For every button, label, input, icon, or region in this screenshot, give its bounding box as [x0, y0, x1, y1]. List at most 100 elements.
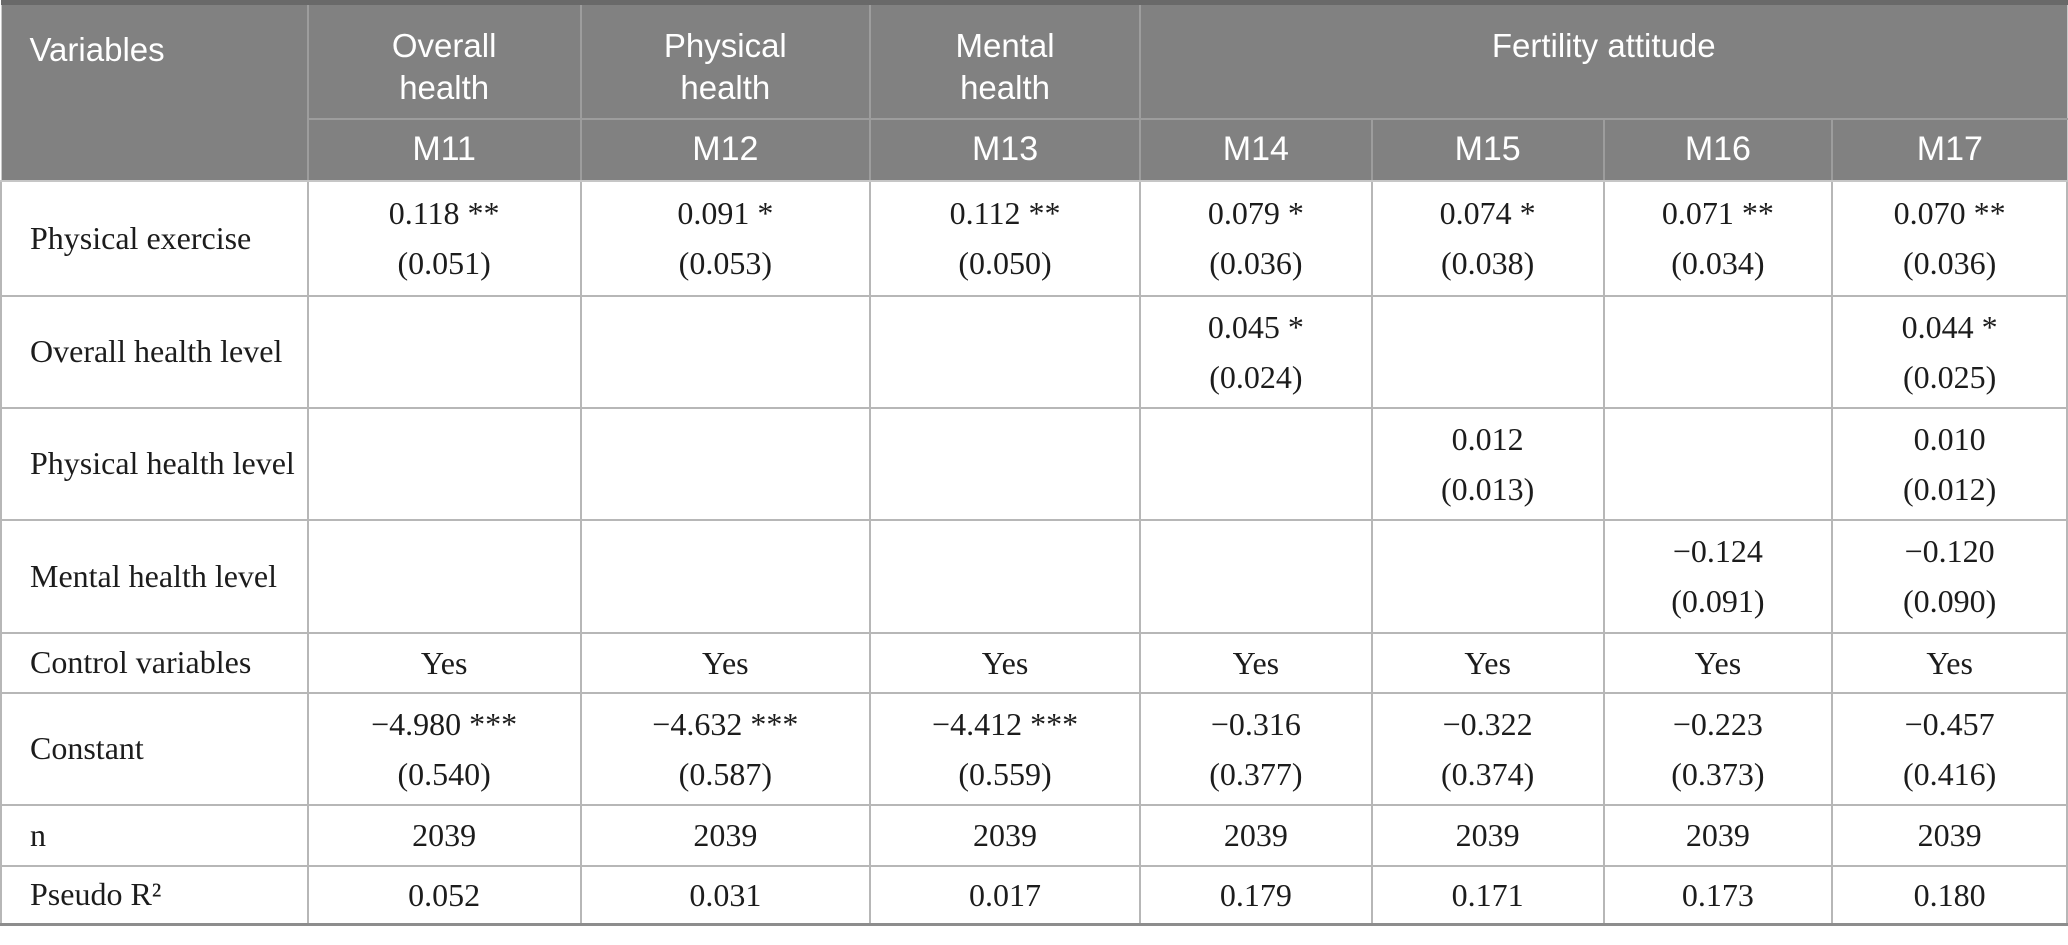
estimate-value: 0.179 [1219, 876, 1292, 913]
estimate-cell: 0.071 ** (0.034) [1602, 179, 1834, 297]
header-model-row: M11 M12 M13 M14 M15 M16 M17 [1, 117, 2067, 182]
standard-error: (0.025) [1902, 358, 1997, 395]
header-variables: Variables [1, 1, 309, 182]
estimate-value: 2039 [973, 817, 1038, 853]
estimate-cell [579, 406, 872, 521]
estimate-value: −0.316 [1210, 705, 1301, 742]
estimate-value: 2039 [1223, 817, 1288, 853]
header-physical-health: Physical health [579, 1, 872, 120]
standard-error: (0.053) [678, 245, 772, 281]
estimate-value: −0.120 [1904, 533, 1995, 569]
standard-error: (0.013) [1440, 470, 1535, 507]
estimate-value: Yes [1232, 644, 1280, 681]
header-model-m17: M17 [1831, 117, 2067, 182]
estimate-value: 0.012 [1451, 420, 1524, 457]
estimate-cell: Yes [1370, 631, 1605, 694]
estimate-value: 0.045 * [1207, 308, 1304, 345]
estimate-cell: −0.322 (0.374) [1370, 691, 1605, 806]
row-label-pseudo-r2: Pseudo R² [0, 864, 309, 926]
estimate-value: −4.632 *** [652, 705, 799, 742]
estimate-value: −0.457 [1904, 705, 1995, 742]
estimate-cell: Yes [306, 631, 582, 694]
estimate-cell: Yes [1831, 631, 2068, 694]
estimate-cell: 0.171 [1370, 864, 1605, 926]
estimate-cell: Yes [579, 631, 872, 694]
estimate-cell: −4.412 *** (0.559) [869, 691, 1141, 806]
estimate-value: 0.079 * [1207, 195, 1304, 231]
estimate-cell: 0.074 * (0.038) [1370, 179, 1605, 297]
row-label-n: n [0, 803, 309, 867]
estimate-cell: 0.173 [1602, 864, 1834, 926]
estimate-cell [1370, 518, 1605, 634]
table-row-control-variables: Control variables Yes Yes Yes Yes Yes Ye… [0, 631, 2068, 694]
standard-error: (0.036) [1902, 245, 1997, 281]
standard-error: (0.373) [1671, 755, 1765, 792]
estimate-value: 2039 [693, 817, 758, 853]
row-label-control-variables: Control variables [0, 631, 309, 694]
standard-error: (0.374) [1440, 755, 1535, 792]
estimate-cell: 0.091 * (0.053) [579, 179, 872, 297]
standard-error: (0.050) [958, 245, 1052, 281]
estimate-value: Yes [1464, 644, 1511, 681]
estimate-cell: 0.112 ** (0.050) [869, 179, 1141, 297]
header-model-m16: M16 [1602, 117, 1834, 182]
estimate-value: 0.071 ** [1661, 195, 1774, 231]
standard-error: (0.091) [1671, 583, 1765, 619]
estimate-cell: 0.052 [306, 864, 582, 926]
standard-error: (0.587) [678, 755, 772, 792]
estimate-value: 0.070 ** [1893, 195, 2006, 231]
estimate-value: 0.017 [969, 876, 1042, 913]
estimate-value: −4.412 *** [932, 705, 1079, 742]
estimate-cell: 0.031 [579, 864, 872, 926]
estimate-cell: 0.180 [1831, 864, 2068, 926]
estimate-value: 2039 [1917, 817, 1982, 853]
estimate-value: 2039 [412, 817, 477, 853]
estimate-cell [869, 294, 1141, 409]
estimate-value: −0.223 [1672, 705, 1763, 742]
row-label-physical-exercise: Physical exercise [0, 179, 309, 297]
estimate-cell: 2039 [1831, 803, 2068, 867]
estimate-cell: −0.120 (0.090) [1831, 518, 2068, 634]
estimate-value: Yes [420, 644, 468, 681]
estimate-cell: Yes [1138, 631, 1373, 694]
table-row-n: n 2039 2039 2039 2039 2039 2039 2039 [0, 803, 2068, 867]
header-mental-health: Mental health [869, 1, 1141, 120]
estimate-value: 0.118 ** [388, 195, 500, 231]
standard-error: (0.012) [1902, 470, 1997, 507]
estimate-value: 0.044 * [1901, 308, 1998, 345]
row-label-constant: Constant [0, 691, 309, 806]
table-header: Variables Overall health Physical health… [1, 1, 2067, 182]
estimate-value: 0.171 [1451, 876, 1524, 913]
estimate-cell: 2039 [869, 803, 1141, 867]
header-model-m12: M12 [579, 117, 872, 182]
estimate-cell: −0.316 (0.377) [1138, 691, 1373, 806]
table-row-physical-exercise: Physical exercise 0.118 ** (0.051) 0.091 … [0, 179, 2068, 297]
estimate-cell [579, 518, 872, 634]
standard-error: (0.024) [1209, 358, 1303, 395]
estimate-cell: 0.044 * (0.025) [1831, 294, 2068, 409]
standard-error: (0.051) [397, 245, 491, 281]
estimate-cell: 2039 [1138, 803, 1373, 867]
estimate-cell: Yes [869, 631, 1141, 694]
estimate-cell: −0.223 (0.373) [1602, 691, 1834, 806]
estimate-cell: 2039 [579, 803, 872, 867]
header-model-m15: M15 [1370, 117, 1605, 182]
standard-error: (0.377) [1209, 755, 1303, 792]
estimate-value: Yes [981, 644, 1029, 681]
estimate-cell: 0.118 ** (0.051) [306, 179, 582, 297]
estimate-cell: Yes [1602, 631, 1834, 694]
estimate-cell [1602, 294, 1834, 409]
standard-error: (0.090) [1902, 583, 1997, 619]
estimate-cell: 2039 [1602, 803, 1834, 867]
estimate-cell [1138, 406, 1373, 521]
estimate-cell: 0.179 [1138, 864, 1373, 926]
estimate-value: −0.322 [1442, 705, 1533, 742]
estimate-value: Yes [1926, 644, 1973, 681]
estimate-value: 0.010 [1913, 420, 1986, 457]
estimate-cell [869, 518, 1141, 634]
estimate-value: 0.091 * [677, 195, 774, 231]
standard-error: (0.416) [1902, 755, 1997, 792]
estimate-value: 0.052 [408, 876, 481, 913]
header-model-m13: M13 [869, 117, 1141, 182]
row-label-physical-health-level: Physical health level [0, 406, 309, 521]
